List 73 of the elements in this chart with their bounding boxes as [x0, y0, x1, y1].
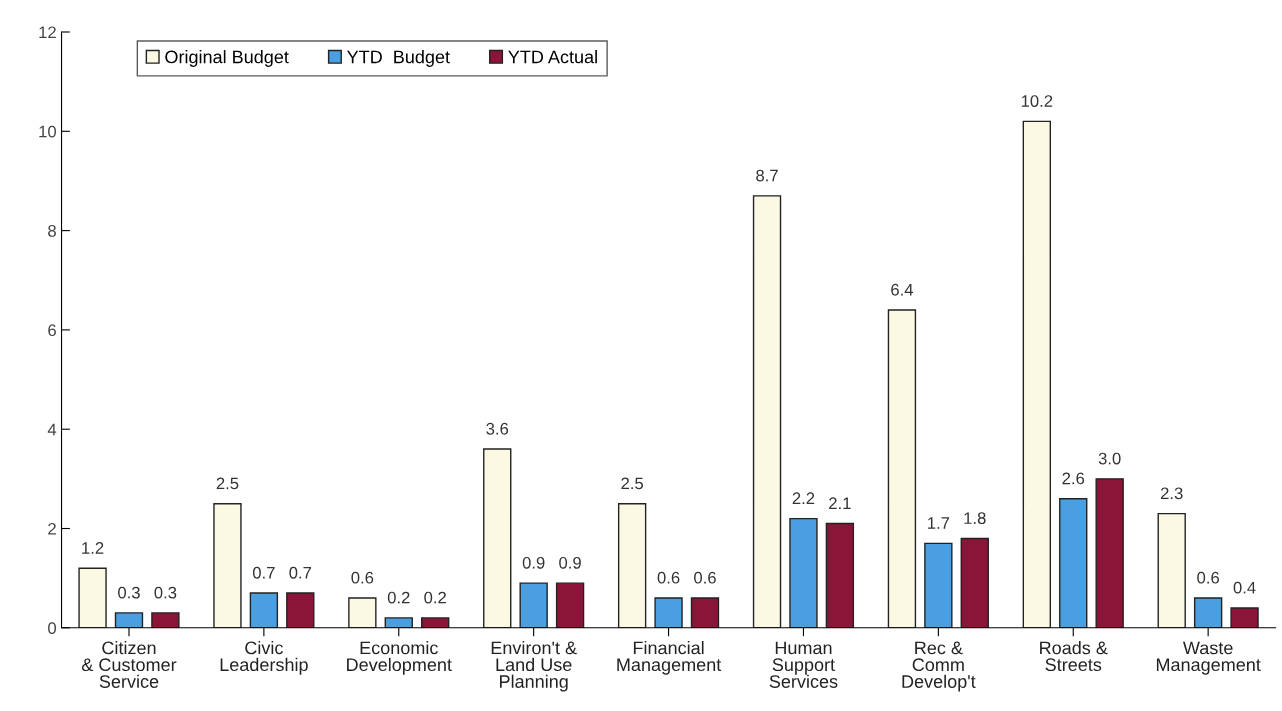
- bar: [384, 617, 413, 628]
- data-label: 0.6: [351, 571, 374, 584]
- y-tick-label: 10: [39, 125, 57, 138]
- bar: [654, 597, 683, 628]
- bar: [249, 592, 279, 628]
- bar: [752, 195, 782, 628]
- bar: [213, 502, 242, 628]
- bar: [555, 582, 585, 628]
- legend-label: Original Budget: [165, 50, 289, 67]
- legend-label: YTD Budget: [347, 50, 450, 67]
- x-tick-label: Human Support Services: [769, 641, 838, 688]
- bar: [1230, 607, 1259, 628]
- x-tick-label: Roads & Streets: [1040, 641, 1108, 672]
- bar: [1059, 498, 1088, 628]
- data-label: 2.5: [216, 477, 239, 490]
- data-label: 1.2: [82, 542, 104, 554]
- data-label: 1.7: [928, 517, 950, 529]
- y-tick-label: 2: [48, 522, 56, 535]
- data-label: 2.3: [1160, 487, 1183, 500]
- data-label: 0.6: [1197, 571, 1219, 584]
- bar: [78, 567, 107, 628]
- y-tick-label: 0: [48, 622, 57, 635]
- bar: [1022, 120, 1052, 628]
- data-label: 2.2: [792, 492, 815, 505]
- bar: [1095, 478, 1124, 628]
- bar: [421, 617, 450, 628]
- y-tick-label: 6: [48, 324, 56, 337]
- data-label: 0.2: [424, 591, 446, 604]
- data-label: 0.9: [559, 556, 581, 569]
- x-tick-label: Civic Leadership: [220, 641, 308, 675]
- bar: [690, 597, 720, 628]
- y-tick-label: 12: [39, 26, 56, 39]
- data-label: 3.6: [486, 422, 509, 435]
- data-label: 0.7: [252, 566, 275, 579]
- bar: [519, 582, 548, 628]
- legend-label: YTD Actual: [508, 50, 597, 64]
- x-tick-label: Waste Management: [1156, 641, 1261, 675]
- data-label: 0.4: [1233, 581, 1256, 594]
- data-label: 0.6: [694, 571, 716, 584]
- bar: [286, 592, 315, 628]
- data-label: 0.6: [657, 571, 680, 584]
- data-label: 0.3: [154, 586, 177, 599]
- bar: [924, 542, 953, 628]
- data-label: 0.9: [522, 556, 545, 569]
- bar: [1157, 512, 1186, 628]
- bar: [789, 517, 818, 628]
- bar: [151, 612, 180, 628]
- x-tick-label: Environ't & Land Use Planning: [491, 641, 577, 692]
- bar: [1193, 597, 1223, 628]
- data-label: 6.4: [891, 283, 914, 296]
- data-label: 2.1: [829, 497, 851, 509]
- bar: [960, 537, 989, 628]
- bar: [114, 612, 144, 628]
- y-tick-label: 4: [47, 423, 57, 436]
- data-label: 0.2: [387, 591, 410, 604]
- bar: [617, 502, 647, 628]
- x-tick-label: Rec & Comm Develop't: [902, 641, 976, 692]
- bar: [887, 309, 917, 628]
- data-label: 1.8: [964, 512, 986, 525]
- x-tick-label: Economic Development: [347, 641, 452, 675]
- data-label: 0.3: [118, 586, 140, 599]
- bar: [348, 597, 377, 628]
- bar: [825, 522, 855, 628]
- data-label: 10.2: [1021, 95, 1053, 107]
- y-tick-label: 8: [48, 225, 56, 237]
- data-label: 2.5: [621, 477, 644, 490]
- bar: [483, 448, 512, 628]
- data-label: 2.6: [1062, 472, 1085, 485]
- x-tick-label: Citizen & Customer Service: [81, 641, 177, 688]
- data-label: 8.7: [756, 169, 778, 182]
- data-label: 3.0: [1098, 452, 1121, 465]
- x-tick-label: Financial Management: [617, 641, 722, 675]
- data-label: 0.7: [289, 566, 312, 579]
